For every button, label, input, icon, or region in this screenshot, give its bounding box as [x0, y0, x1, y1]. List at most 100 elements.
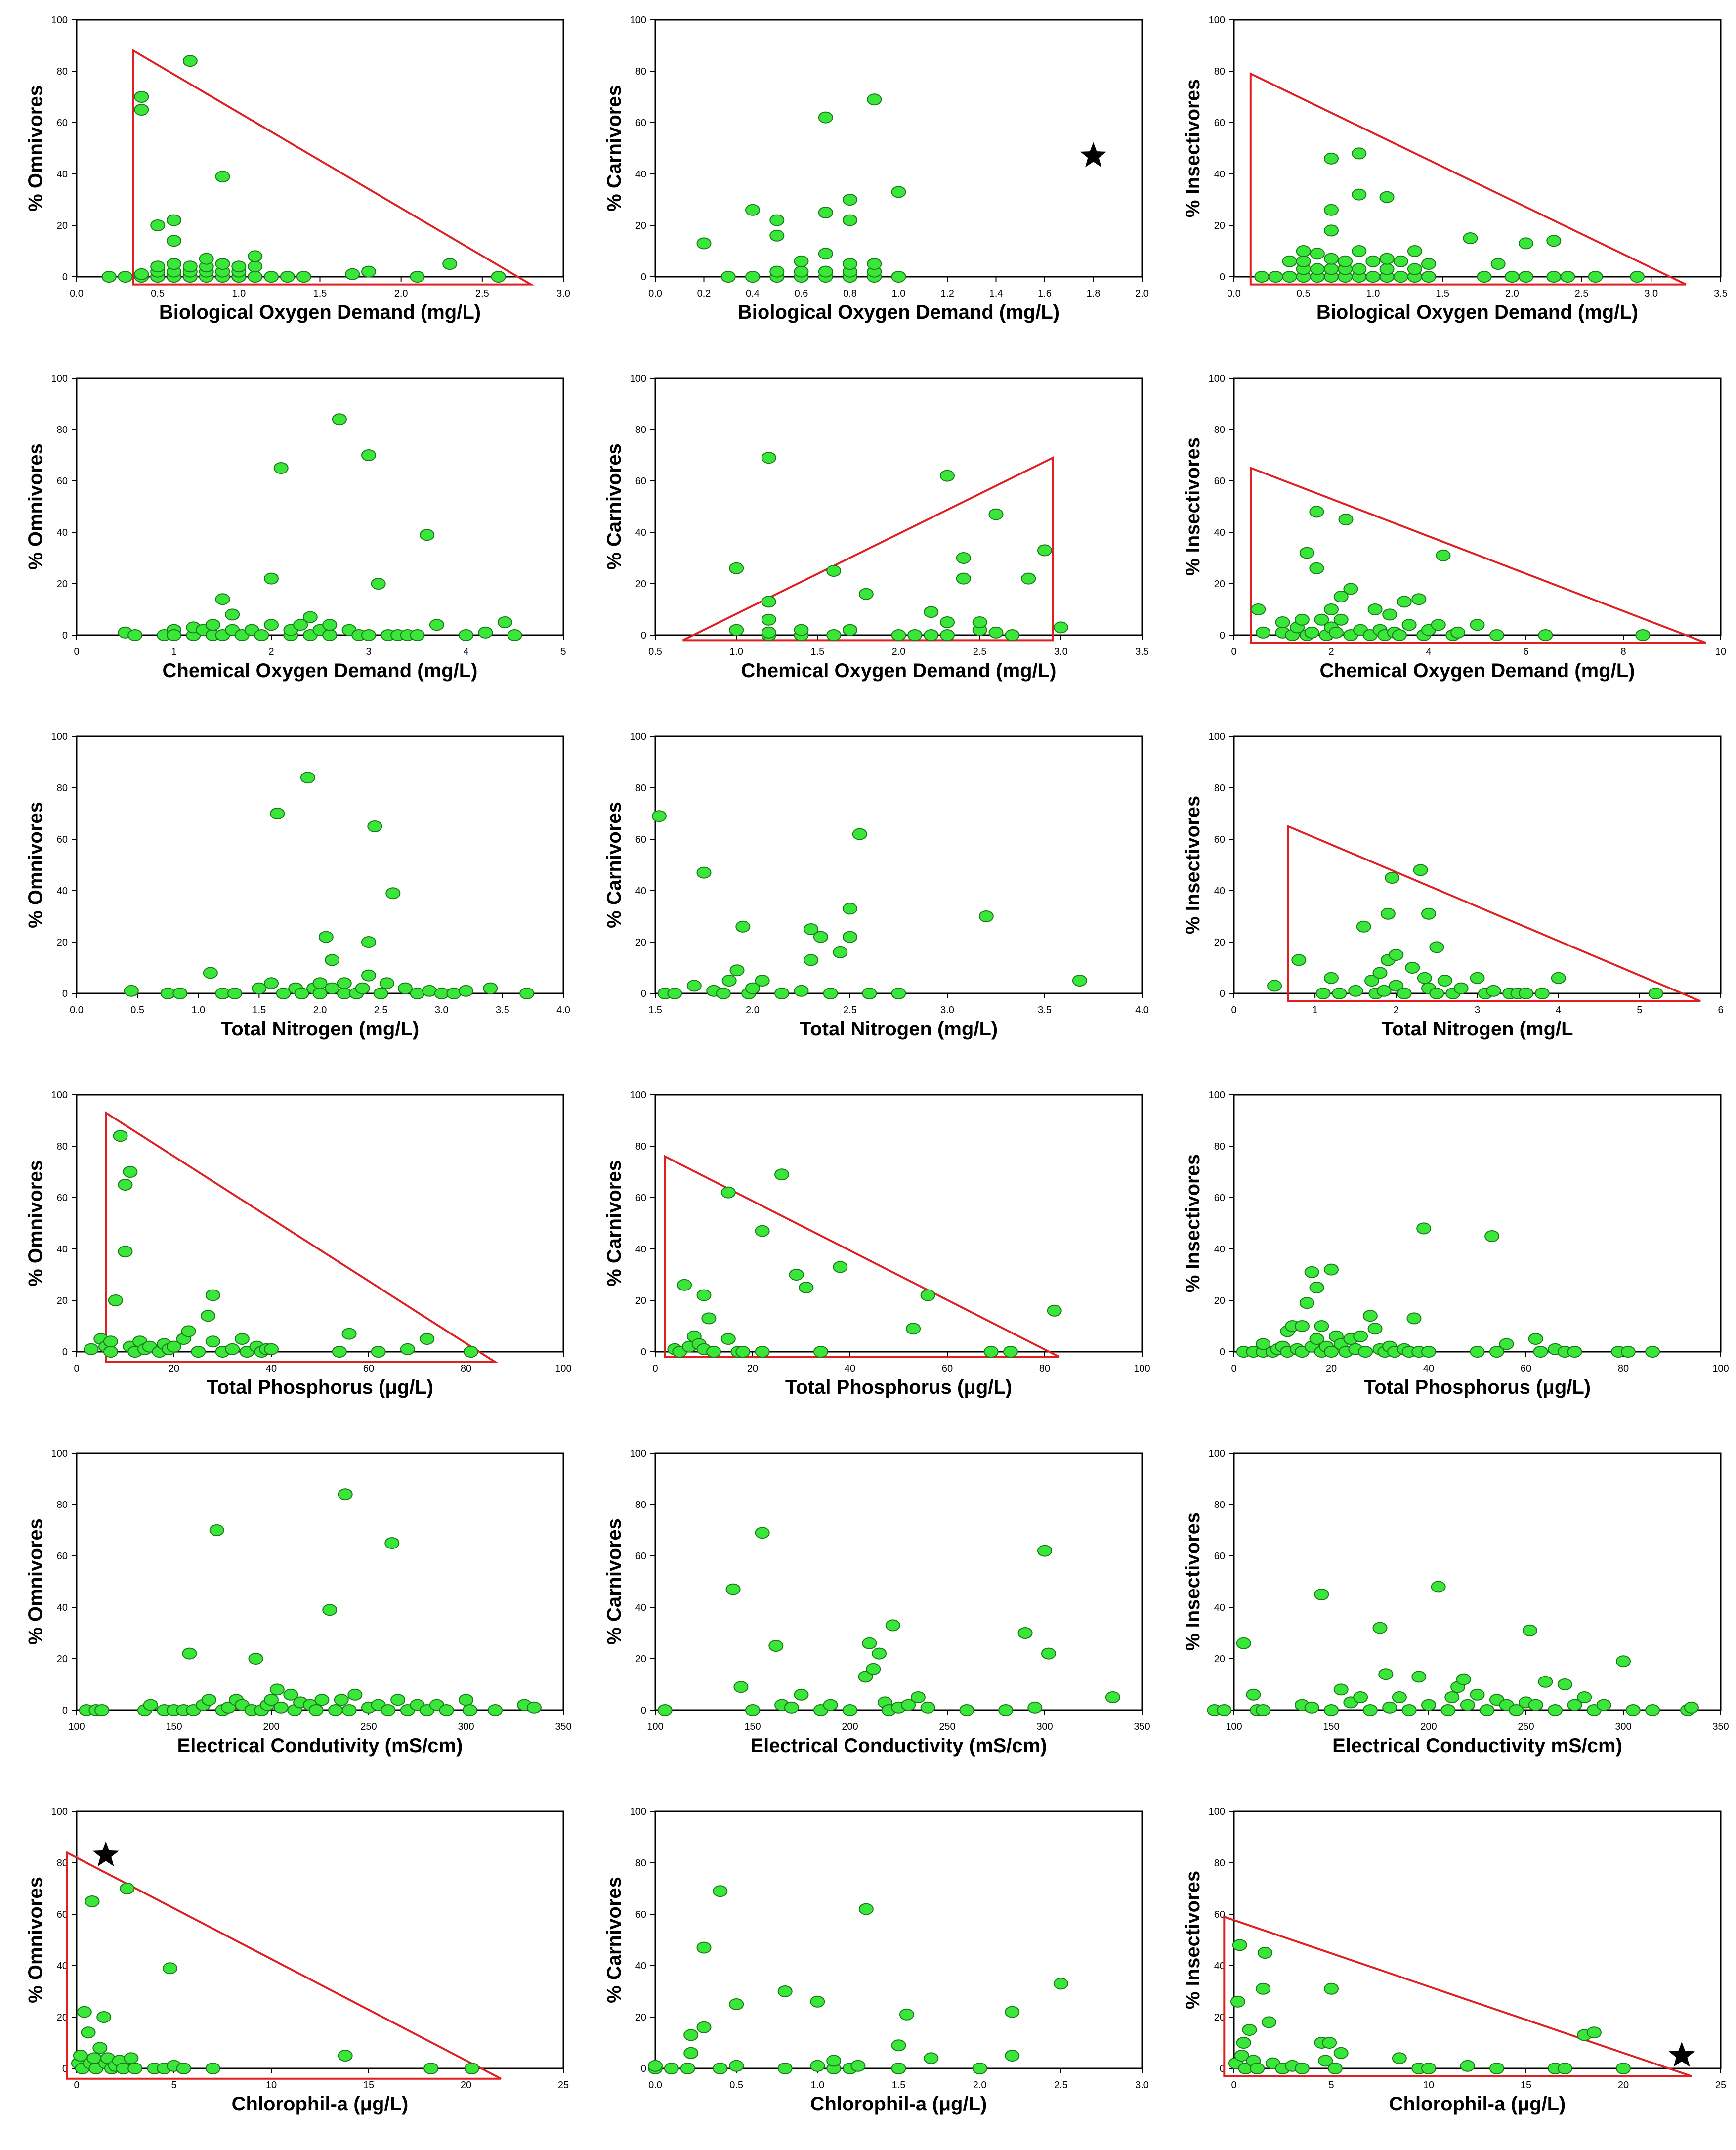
y-axis-title: % Omnivores	[25, 1160, 46, 1287]
envelope-triangle	[132, 48, 535, 286]
data-point	[906, 1323, 921, 1335]
data-point	[446, 988, 462, 999]
y-tick-label: 80	[1214, 1858, 1225, 1869]
y-tick-label: 60	[1214, 1193, 1225, 1204]
data-point	[1296, 255, 1311, 267]
data-point	[167, 258, 181, 270]
chart-panel-16: 0 5 10 15 20 25 0 20 40 60 80 100 Chlorophil-a (μg/L…	[0, 1792, 579, 2150]
data-point	[794, 985, 809, 997]
data-point	[1534, 988, 1550, 999]
y-tick-label: 40	[57, 1244, 68, 1255]
chart-svg: 0.0 0.5 1.0 1.5 2.0 2.5 3.0 0 20 40 60 80 100 Biologi…	[25, 15, 570, 323]
data-point	[270, 808, 285, 819]
chart-svg: 0.0 0.5 1.0 1.5 2.0 2.5 3.0 0 20 40 60 80 100 Chlorop…	[603, 1806, 1149, 2115]
x-tick-label: 2.5	[1054, 2080, 1068, 2091]
data-point	[410, 629, 425, 641]
x-tick-label: 4	[463, 646, 468, 657]
y-tick-label: 0	[1220, 272, 1225, 283]
x-tick-label: 3.0	[940, 1005, 954, 1016]
chart-panel-5: 0.5 1.0 1.5 2.0 2.5 3.0 3.5 0 20 40 60 80 100 Chemica…	[579, 358, 1157, 717]
data-point	[1324, 224, 1339, 237]
data-point	[686, 980, 702, 992]
x-tick-label: 20	[461, 2080, 471, 2091]
data-point	[677, 1279, 692, 1291]
data-point	[1314, 1589, 1329, 1600]
data-point	[77, 2006, 92, 2018]
data-point	[108, 1294, 123, 1306]
data-point	[273, 1701, 289, 1714]
y-axis-title: % Carnivores	[603, 1877, 625, 2003]
data-point	[1037, 544, 1052, 557]
data-point	[1484, 1230, 1500, 1242]
data-point	[862, 988, 877, 999]
chart-svg: 0 5 10 15 20 25 0 20 40 60 80 100 Chlorophil-a (μg/L…	[25, 1806, 569, 2115]
y-tick-label: 0	[641, 272, 646, 283]
y-tick-label: 100	[630, 15, 646, 26]
data-point	[361, 449, 376, 461]
data-point	[862, 1637, 877, 1649]
data-point	[1577, 1691, 1592, 1703]
x-tick-label: 0.5	[648, 646, 662, 657]
data-point	[322, 629, 338, 641]
data-point	[823, 988, 838, 999]
data-point	[1356, 920, 1371, 933]
data-point	[1005, 2006, 1020, 2018]
data-point	[314, 1694, 330, 1706]
data-point	[1407, 245, 1422, 257]
data-point	[373, 988, 388, 999]
x-tick-label: 0	[1231, 2080, 1236, 2091]
data-point	[1470, 1688, 1485, 1701]
x-tick-label: 3.5	[496, 1005, 509, 1016]
x-tick-label: 10	[1423, 2080, 1434, 2091]
data-point	[124, 985, 139, 997]
data-point	[1460, 1699, 1475, 1711]
data-point	[225, 608, 240, 621]
data-point	[1546, 271, 1562, 283]
x-tick-label: 2.0	[892, 646, 906, 657]
x-tick-label: 4	[1426, 646, 1431, 657]
plot-frame	[654, 1094, 1143, 1353]
data-point	[273, 462, 289, 474]
data-point	[1322, 2037, 1337, 2049]
data-point	[488, 1704, 503, 1716]
data-point	[755, 1225, 770, 1237]
data-point	[826, 2055, 842, 2067]
data-point	[1352, 263, 1367, 275]
chart-svg: 1.5 2.0 2.5 3.0 3.5 4.0 0 20 40 60 80 100 Total Nitr…	[603, 731, 1149, 1040]
data-point	[1304, 626, 1319, 639]
data-point	[885, 1619, 900, 1632]
data-point	[519, 988, 535, 999]
data-point	[729, 562, 744, 574]
y-tick-label: 40	[1214, 1602, 1225, 1613]
x-tick-label: 0.2	[697, 288, 711, 299]
data-point	[733, 1681, 749, 1693]
data-point	[338, 1488, 353, 1501]
data-point	[1519, 988, 1533, 999]
y-tick-label: 40	[57, 169, 68, 180]
y-tick-label: 20	[635, 220, 646, 231]
data-point	[1380, 907, 1396, 920]
data-point	[1105, 1691, 1120, 1703]
data-point	[1417, 972, 1432, 984]
data-point	[924, 606, 939, 618]
data-point	[1538, 1676, 1553, 1688]
chart-panel-4: 0 1 2 3 4 5 0 20 40 60 80 100 Chemical Oxygen Demand…	[0, 358, 579, 717]
x-tick-label: 0	[1231, 646, 1236, 657]
data-point	[181, 1325, 196, 1337]
data-point	[215, 258, 230, 270]
data-point	[1299, 547, 1314, 559]
data-point	[1460, 2060, 1475, 2072]
data-point	[1230, 1995, 1245, 2008]
x-tick-label: 3.5	[1714, 288, 1728, 299]
data-point	[143, 1699, 158, 1711]
data-point	[325, 982, 340, 994]
data-point	[1560, 271, 1575, 283]
data-point	[696, 866, 712, 879]
data-point	[1528, 1699, 1543, 1711]
plot-frame	[1233, 377, 1722, 636]
data-point	[1242, 2024, 1257, 2036]
y-axis-title: % Omnivores	[25, 1877, 46, 2003]
data-point	[1480, 1704, 1495, 1716]
data-point	[1393, 271, 1408, 283]
